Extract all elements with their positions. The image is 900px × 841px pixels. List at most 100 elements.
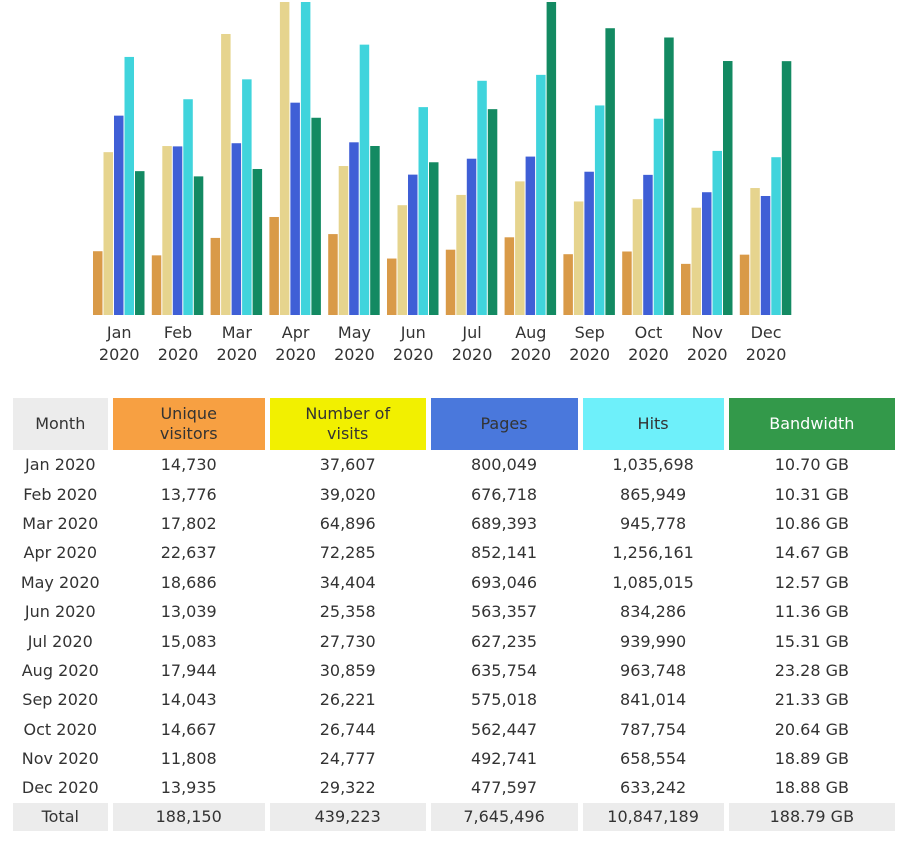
- x-tick-label: May 2020: [334, 323, 375, 364]
- bar: [231, 143, 242, 315]
- month-cell: Oct 2020: [23, 719, 97, 739]
- table-row: Oct 2020 14,667 26,744 562,447 787,754 20.64 …: [13, 715, 895, 744]
- value-cell: 14,730: [160, 455, 217, 475]
- bar: [643, 174, 653, 315]
- value-cell: 23.28 GB: [774, 660, 849, 680]
- value-cell: 945,778: [620, 513, 687, 533]
- value-cell: 72,285: [319, 543, 376, 563]
- value-cell: 1,085,015: [612, 572, 694, 592]
- value-cell: 37,607: [319, 455, 376, 475]
- monthly-table: Month Unique visitors Number of visits Page…: [8, 398, 900, 831]
- value-cell: 64,896: [319, 513, 376, 533]
- bar: [349, 142, 359, 315]
- bar: [515, 181, 525, 315]
- value-cell: 13,776: [160, 484, 217, 504]
- value-cell: 689,393: [470, 513, 538, 533]
- value-cell: 963,748: [620, 660, 687, 680]
- column-header: Unique visitors: [112, 398, 265, 450]
- month-cell: Mar 2020: [22, 513, 99, 533]
- month-cell: Dec 2020: [21, 778, 99, 798]
- column-header: Number of visits: [269, 398, 426, 450]
- value-cell: 865,949: [620, 484, 687, 504]
- total-cell: 7,645,496: [430, 802, 578, 831]
- bar: [546, 2, 557, 315]
- bar: [739, 254, 750, 315]
- value-cell: 25,358: [319, 602, 376, 622]
- bar: [622, 251, 632, 315]
- x-tick-label: Jul 2020: [451, 323, 493, 364]
- value-cell: 26,744: [319, 719, 376, 739]
- value-cell: 841,014: [620, 690, 687, 710]
- bar: [681, 263, 691, 315]
- bar: [605, 28, 615, 316]
- bar: [584, 171, 594, 315]
- x-tick-label: Jun 2020: [392, 323, 434, 364]
- bar: [162, 146, 172, 315]
- value-cell: 787,754: [620, 719, 687, 739]
- bar: [193, 176, 204, 315]
- bar: [418, 107, 428, 315]
- table-row: Apr 2020 22,637 72,285 852,141 1,256,161 14.6…: [13, 538, 895, 567]
- bar: [242, 79, 252, 315]
- bar: [702, 192, 712, 315]
- bar: [114, 115, 124, 315]
- bar: [781, 61, 792, 315]
- bar: [328, 234, 338, 315]
- bar: [151, 255, 162, 315]
- x-tick-label: Nov 2020: [686, 323, 728, 364]
- value-cell: 10.31 GB: [774, 484, 849, 504]
- value-cell: 20.64 GB: [774, 719, 849, 739]
- table-row: May 2020 18,686 34,404 693,046 1,085,015 12.5…: [13, 568, 895, 597]
- month-cell: Sep 2020: [22, 690, 99, 710]
- value-cell: 575,018: [470, 690, 538, 710]
- month-cell: Aug 2020: [21, 660, 99, 680]
- bar: [359, 44, 370, 315]
- bar: [477, 80, 487, 316]
- total-row: Total 188,150 439,223 7,645,496 10,847,189 18…: [13, 802, 895, 831]
- month-cell: Jun 2020: [24, 602, 96, 622]
- bar: [279, 2, 290, 315]
- bar: [103, 152, 113, 315]
- value-cell: 39,020: [319, 484, 376, 504]
- bar: [445, 249, 456, 315]
- bar: [429, 162, 439, 315]
- value-cell: 27,730: [319, 631, 376, 651]
- bar: [664, 37, 674, 316]
- value-cell: 633,242: [620, 778, 687, 798]
- bar: [487, 109, 498, 315]
- column-header: Bandwidth: [728, 398, 895, 450]
- value-cell: 658,554: [620, 749, 687, 769]
- value-cell: 21.33 GB: [774, 690, 849, 710]
- table-row: Feb 2020 13,776 39,020 676,718 865,949 10.31 …: [13, 479, 895, 508]
- value-cell: 14.67 GB: [774, 543, 849, 563]
- month-cell: Apr 2020: [23, 543, 97, 563]
- bar: [210, 237, 221, 315]
- value-cell: 477,597: [470, 778, 538, 798]
- month-cell: Feb 2020: [23, 484, 98, 504]
- bar: [594, 105, 605, 315]
- value-cell: 13,039: [160, 602, 217, 622]
- x-tick-label: Apr 2020: [275, 323, 316, 364]
- x-tick-label: Sep 2020: [569, 323, 610, 364]
- header-row: Month Unique visitors Number of visits Page…: [13, 398, 895, 450]
- bar: [370, 145, 380, 315]
- value-cell: 563,357: [470, 602, 538, 622]
- x-tick-label: Dec 2020: [745, 323, 787, 364]
- value-cell: 15,083: [160, 631, 217, 651]
- bar: [290, 102, 300, 315]
- total-label: Total: [13, 802, 108, 831]
- bar: [387, 258, 397, 315]
- value-cell: 18.88 GB: [774, 778, 849, 798]
- value-cell: 635,754: [470, 660, 538, 680]
- value-cell: 14,667: [160, 719, 217, 739]
- bar: [338, 166, 349, 315]
- bar: [252, 168, 263, 315]
- column-header: Month: [13, 398, 108, 450]
- month-cell: Jul 2020: [27, 631, 93, 651]
- x-tick-label: Feb 2020: [157, 323, 199, 364]
- bar-chart: [93, 2, 792, 316]
- x-tick-label: Jan 2020: [98, 323, 140, 364]
- bar: [760, 195, 771, 315]
- table-row: Mar 2020 17,802 64,896 689,393 945,778 10.86 …: [13, 509, 895, 538]
- value-cell: 562,447: [470, 719, 538, 739]
